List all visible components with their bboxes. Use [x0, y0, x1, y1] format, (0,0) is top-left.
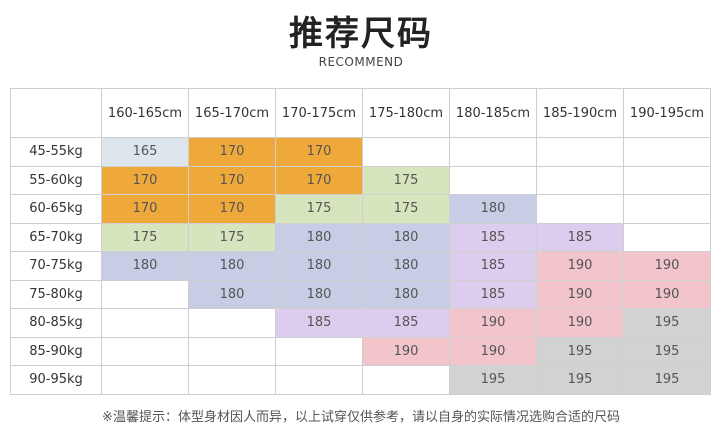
size-cell: 190	[623, 279, 711, 309]
size-cell: 185	[449, 251, 537, 281]
size-cell: 180	[188, 251, 276, 281]
size-cell	[101, 336, 189, 366]
size-cell: 175	[275, 194, 363, 224]
size-cell	[275, 365, 363, 395]
column-header: 190-195cm	[623, 88, 711, 138]
corner-cell	[10, 88, 102, 138]
size-cell	[101, 308, 189, 338]
row-header: 65-70kg	[10, 222, 102, 252]
size-cell	[623, 165, 711, 195]
size-cell: 180	[362, 279, 450, 309]
size-cell	[536, 194, 624, 224]
row-header: 60-65kg	[10, 194, 102, 224]
size-cell: 185	[275, 308, 363, 338]
size-cell: 190	[449, 308, 537, 338]
size-cell	[623, 222, 711, 252]
page-subtitle: RECOMMEND	[318, 55, 404, 69]
size-cell	[449, 137, 537, 167]
row-header: 70-75kg	[10, 251, 102, 281]
column-header: 160-165cm	[101, 88, 189, 138]
table-row: 80-85kg 185 185 190 190 195	[10, 308, 711, 338]
size-cell	[536, 137, 624, 167]
table-row: 75-80kg 180 180 180 185 190 190	[10, 279, 711, 309]
size-cell	[362, 365, 450, 395]
size-cell: 170	[188, 165, 276, 195]
size-cell	[536, 165, 624, 195]
size-cell: 170	[275, 137, 363, 167]
column-header: 165-170cm	[188, 88, 276, 138]
size-cell: 175	[362, 165, 450, 195]
size-cell: 190	[536, 251, 624, 281]
size-cell: 180	[449, 194, 537, 224]
size-cell: 185	[449, 279, 537, 309]
table-row: 45-55kg 165 170 170	[10, 137, 711, 167]
row-header: 45-55kg	[10, 137, 102, 167]
size-cell: 195	[623, 336, 711, 366]
size-cell: 170	[101, 165, 189, 195]
size-cell: 180	[101, 251, 189, 281]
row-header: 55-60kg	[10, 165, 102, 195]
size-cell: 175	[362, 194, 450, 224]
table-row: 55-60kg 170 170 170 175	[10, 165, 711, 195]
size-cell	[188, 336, 276, 366]
footnote: ※温馨提示：体型身材因人而异，以上试穿仅供参考，请以自身的实际情况选购合适的尺码	[102, 410, 620, 425]
table-row: 65-70kg 175 175 180 180 185 185	[10, 222, 711, 252]
table-row: 90-95kg 195 195 195	[10, 365, 711, 395]
size-cell	[188, 365, 276, 395]
size-cell	[275, 336, 363, 366]
size-cell: 175	[101, 222, 189, 252]
column-header: 180-185cm	[449, 88, 537, 138]
size-cell: 170	[188, 194, 276, 224]
size-cell: 190	[536, 279, 624, 309]
table-row: 70-75kg 180 180 180 180 185 190 190	[10, 251, 711, 281]
table-row: 60-65kg 170 170 175 175 180	[10, 194, 711, 224]
size-cell: 185	[362, 308, 450, 338]
row-header: 75-80kg	[10, 279, 102, 309]
size-cell: 195	[623, 365, 711, 395]
size-cell: 190	[623, 251, 711, 281]
size-cell	[623, 194, 711, 224]
size-cell: 195	[536, 365, 624, 395]
size-cell: 180	[362, 251, 450, 281]
column-header: 170-175cm	[275, 88, 363, 138]
size-cell: 165	[101, 137, 189, 167]
size-cell: 180	[275, 251, 363, 281]
size-cell	[101, 279, 189, 309]
size-cell: 185	[536, 222, 624, 252]
table-row: 85-90kg 190 190 195 195	[10, 336, 711, 366]
size-cell	[188, 308, 276, 338]
size-cell	[623, 137, 711, 167]
size-cell: 195	[623, 308, 711, 338]
size-cell: 190	[536, 308, 624, 338]
size-cell: 185	[449, 222, 537, 252]
size-cell: 170	[275, 165, 363, 195]
size-cell: 175	[188, 222, 276, 252]
column-header: 175-180cm	[362, 88, 450, 138]
size-cell: 190	[449, 336, 537, 366]
size-cell	[101, 365, 189, 395]
page-title: 推荐尺码	[289, 14, 433, 54]
size-cell: 195	[536, 336, 624, 366]
size-cell	[449, 165, 537, 195]
column-header: 185-190cm	[536, 88, 624, 138]
row-header: 80-85kg	[10, 308, 102, 338]
size-cell: 180	[275, 222, 363, 252]
size-cell: 190	[362, 336, 450, 366]
size-chart-table: 160-165cm 165-170cm 170-175cm 175-180cm 180-…	[10, 88, 711, 395]
row-header: 85-90kg	[10, 336, 102, 366]
size-cell: 170	[101, 194, 189, 224]
size-cell: 195	[449, 365, 537, 395]
size-cell: 180	[275, 279, 363, 309]
header-row: 160-165cm 165-170cm 170-175cm 175-180cm 180-…	[10, 88, 711, 138]
size-cell: 170	[188, 137, 276, 167]
size-cell: 180	[362, 222, 450, 252]
size-cell	[362, 137, 450, 167]
row-header: 90-95kg	[10, 365, 102, 395]
size-cell: 180	[188, 279, 276, 309]
